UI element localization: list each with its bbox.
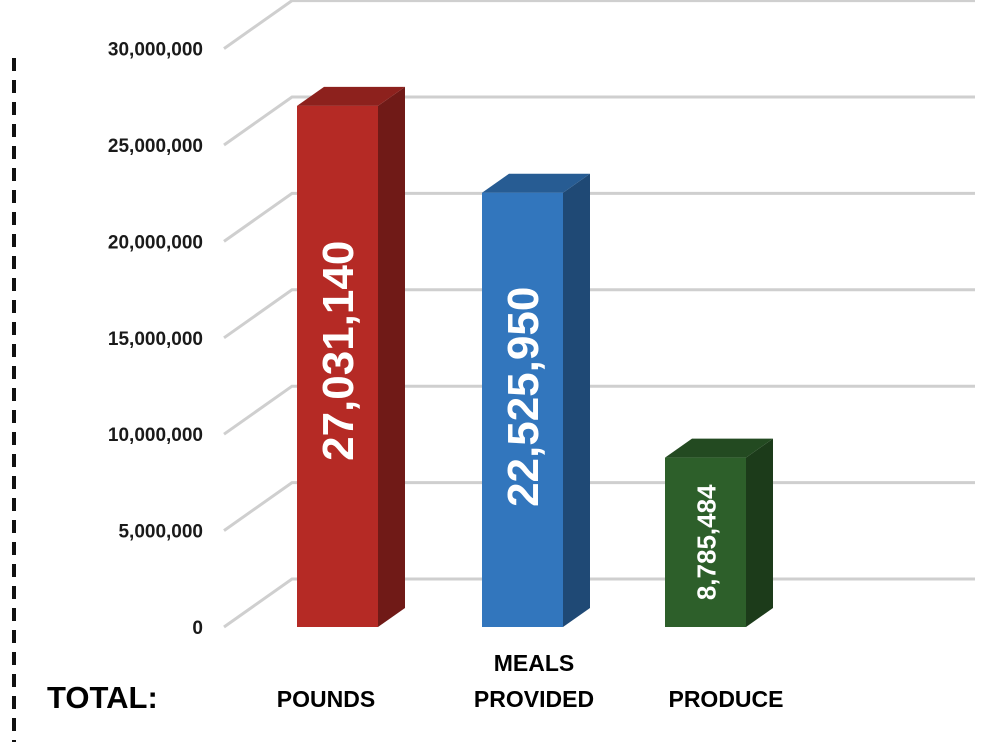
- x-tick-label: POUNDS: [277, 686, 375, 712]
- bar-side: [746, 438, 773, 627]
- y-tick-label: 20,000,000: [108, 232, 203, 253]
- bar-side: [378, 86, 405, 628]
- data-label: 22,525,950: [499, 287, 548, 507]
- gridline: [223, 0, 975, 50]
- x-tick-label: MEALS PROVIDED: [474, 650, 594, 712]
- data-label: 27,031,140: [314, 241, 363, 461]
- gridline: [223, 384, 975, 436]
- bar-front: [665, 457, 746, 627]
- gridline: [223, 288, 975, 340]
- y-tick-label: 5,000,000: [118, 522, 203, 543]
- x-tick-label: PRODUCE: [668, 686, 783, 712]
- bar-top: [482, 173, 590, 193]
- bar-front: [297, 105, 378, 628]
- bar: [297, 86, 405, 628]
- bar: [482, 173, 590, 627]
- y-tick-label: 15,000,000: [108, 329, 203, 350]
- y-tick-label: 10,000,000: [108, 425, 203, 446]
- y-tick-label: 30,000,000: [108, 40, 203, 61]
- total-label: TOTAL:: [47, 680, 158, 715]
- bar: [665, 438, 773, 627]
- y-tick-label: 25,000,000: [108, 136, 203, 157]
- gridline: [223, 95, 975, 147]
- bar-top: [297, 86, 405, 106]
- bar-top: [665, 438, 773, 458]
- bar-side: [563, 173, 590, 627]
- gridline: [223, 191, 975, 243]
- bar-front: [482, 192, 563, 627]
- data-label: 8,785,484: [692, 484, 722, 600]
- y-tick-label: 0: [192, 618, 203, 639]
